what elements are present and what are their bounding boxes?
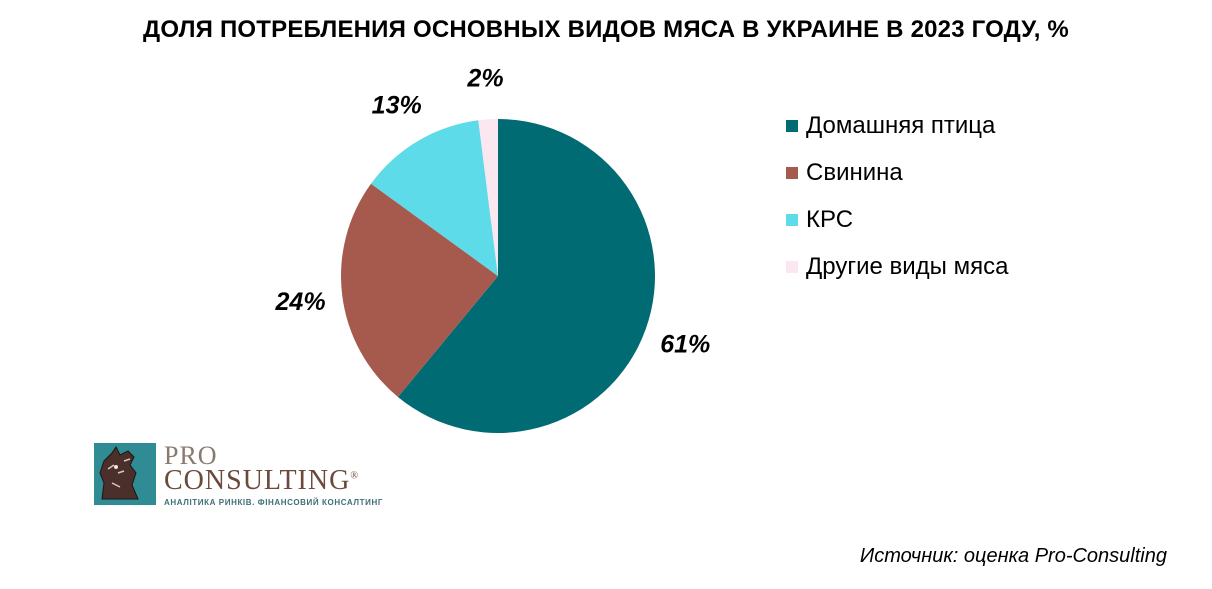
legend-swatch (786, 119, 798, 132)
data-label-pork: 24% (275, 288, 326, 316)
legend-swatch (786, 213, 798, 226)
data-label-poultry: 61% (660, 330, 710, 358)
rhino-logo-icon (94, 443, 156, 505)
logo-consulting-word: CONSULTING (164, 465, 351, 496)
legend-label: Свинина (806, 158, 903, 186)
legend-item-pork: Свинина (786, 149, 1008, 196)
data-label-other-meat: 2% (466, 64, 503, 92)
pie-data-labels: 61% 24% 13% 2% (275, 64, 711, 358)
legend-item-other-meat: Другие виды мяса (786, 243, 1008, 290)
legend-item-poultry: Домашняя птица (786, 102, 1008, 149)
legend-item-beef: КРС (786, 196, 1008, 243)
logo-consulting-text: CONSULTING® (164, 465, 359, 497)
source-note: Источник: оценка Pro-Consulting (859, 545, 1167, 567)
slice-other-meat (478, 119, 498, 276)
slice-pork (341, 183, 498, 397)
logo-pro-text: PRO (164, 441, 218, 470)
chart-title: ДОЛЯ ПОТРЕБЛЕНИЯ ОСНОВНЫХ ВИДОВ МЯСА В У… (143, 16, 1069, 43)
slice-beef (370, 120, 498, 276)
legend-label: Другие виды мяса (806, 252, 1009, 280)
pie-slices (341, 119, 655, 433)
slice-poultry (397, 119, 655, 433)
data-label-beef: 13% (372, 92, 422, 120)
pro-consulting-logo: PRO CONSULTING® АНАЛІТИКА РИНКІВ. ФІНАНС… (94, 441, 394, 509)
registered-mark: ® (350, 470, 359, 482)
legend-swatch (786, 260, 798, 273)
logo-tagline: АНАЛІТИКА РИНКІВ. ФІНАНСОВИЙ КОНСАЛТИНГ (164, 498, 383, 507)
legend-label: Домашняя птица (806, 111, 996, 139)
legend-swatch (786, 166, 798, 179)
chart-legend: Домашняя птица Свинина КРС Другие виды м… (786, 102, 1008, 290)
legend-label: КРС (806, 205, 854, 233)
